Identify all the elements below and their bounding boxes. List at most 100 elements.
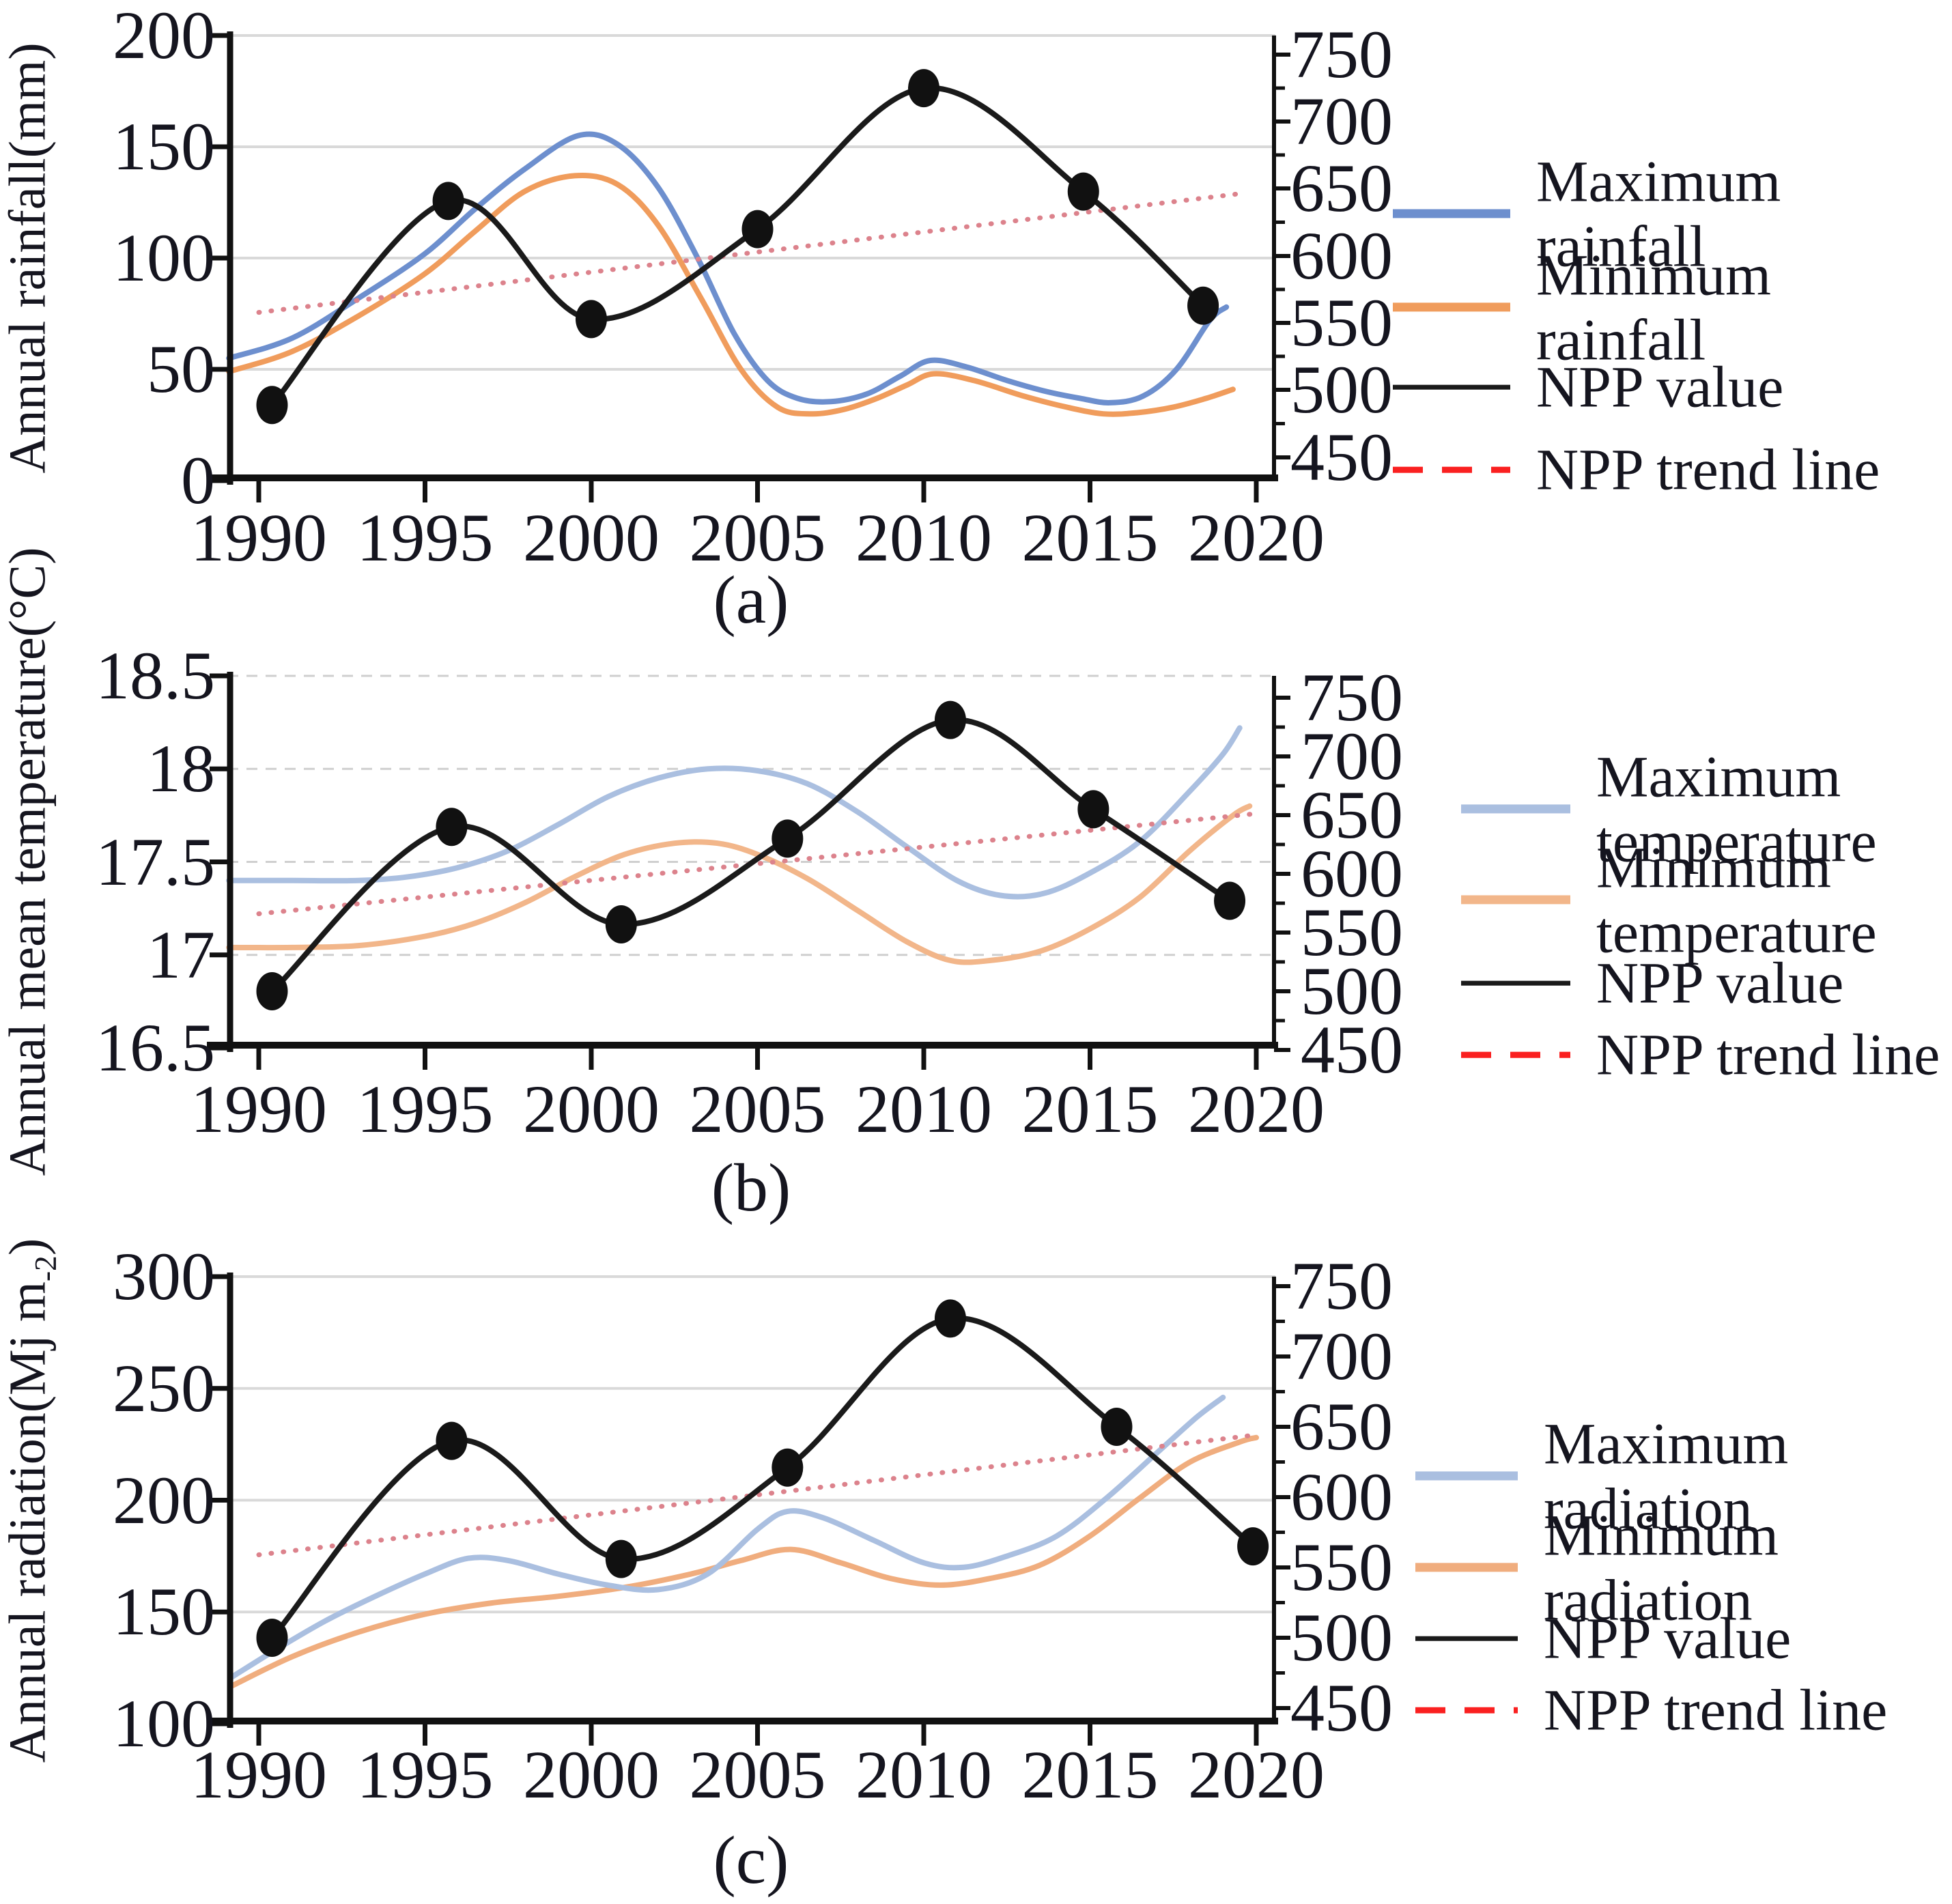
x-axis-tick-label: 1995 — [356, 1737, 494, 1813]
npp-data-point — [1077, 790, 1109, 829]
y-axis-right-tick-label: 450 — [1290, 1670, 1393, 1746]
legend-label: Maximum radiation — [1544, 1410, 1789, 1541]
npp-data-point — [1237, 1527, 1269, 1566]
npp-data-point — [576, 300, 607, 339]
x-axis-tick-label: 1990 — [190, 1071, 327, 1147]
y-axis-right-tick-label: 650 — [1301, 777, 1403, 853]
legend-item-npp-value: NPP value — [1461, 951, 1843, 1016]
y-axis-right-tick-label: 650 — [1290, 150, 1393, 226]
y-axis-right-tick-label: 500 — [1301, 953, 1403, 1029]
x-axis-tick-label: 2005 — [689, 500, 826, 576]
npp-data-point — [432, 182, 464, 221]
line-swatch-icon — [1393, 384, 1510, 390]
npp-data-point — [605, 1539, 637, 1578]
npp-data-point — [772, 1448, 804, 1487]
y-axis-right-tick-label: 450 — [1290, 419, 1393, 495]
x-axis-tick-label: 2000 — [523, 1071, 660, 1147]
dashed-line-swatch-icon — [1461, 1051, 1570, 1058]
y-axis-tick-label: 100 — [113, 1686, 215, 1761]
y-axis-tick-label: 17 — [147, 916, 215, 993]
line-swatch-icon — [1461, 895, 1570, 905]
series-npp-trend-line — [256, 1432, 1256, 1557]
npp-data-point — [908, 69, 939, 108]
plot-area-b — [207, 672, 1290, 1070]
npp-data-point — [1187, 286, 1219, 325]
legend-label: Maximum rainfall — [1536, 148, 1781, 279]
x-axis-tick-label: 1995 — [356, 500, 494, 576]
y-axis-tick-label: 50 — [147, 331, 215, 407]
legend-item-minimum-temperature: Minimum temperature — [1461, 835, 1952, 964]
x-axis-tick-label: 2005 — [689, 1071, 826, 1147]
y-axis-tick-label: 18 — [147, 730, 215, 807]
y-axis-right-tick-label: 550 — [1290, 1529, 1393, 1605]
legend-label: NPP value — [1596, 950, 1844, 1016]
y-axis-right-tick-label: 550 — [1290, 285, 1393, 360]
line-swatch-icon — [1415, 1471, 1518, 1481]
y-axis-right-tick-label: 600 — [1301, 836, 1403, 911]
legend-item-npp-trend-line: NPP trend line — [1393, 438, 1880, 502]
npp-data-point — [436, 1421, 468, 1460]
y-axis-right-tick-label: 750 — [1290, 16, 1393, 92]
legend-item-maximum-rainfall: Maximum rainfall — [1393, 149, 1952, 278]
series-npp-trend-line — [256, 190, 1249, 315]
y-axis-right-tick-label: 500 — [1290, 1600, 1393, 1675]
x-axis-tick-label: 2020 — [1188, 1737, 1325, 1813]
y-axis-tick-label: 200 — [113, 0, 215, 73]
legend-item-npp-value: NPP value — [1415, 1606, 1791, 1671]
y-axis-right-tick-label: 700 — [1301, 718, 1403, 794]
npp-data-point — [256, 972, 288, 1010]
y-axis-right-tick-label: 450 — [1301, 1012, 1403, 1088]
legend-label: Minimum radiation — [1544, 1502, 1779, 1632]
y-axis-tick-label: 200 — [113, 1462, 215, 1538]
series-minimum-rainfall — [226, 173, 1236, 417]
line-swatch-icon — [1415, 1636, 1518, 1641]
x-axis-tick-label: 1995 — [356, 1071, 494, 1147]
x-axis-tick-label: 2010 — [855, 500, 992, 576]
x-axis-tick-label: 2005 — [689, 1737, 826, 1813]
legend-label: NPP value — [1536, 354, 1784, 420]
series-npp-value — [269, 717, 1232, 994]
x-axis-tick-label: 2000 — [523, 1737, 660, 1813]
y-axis-right-tick-label: 700 — [1290, 1318, 1393, 1394]
legend-item-maximum-radiation: Maximum radiation — [1415, 1411, 1952, 1540]
legend-label: Minimum temperature — [1596, 834, 1877, 965]
npp-data-point — [256, 386, 288, 425]
npp-data-point — [934, 700, 966, 739]
plot-area-a — [207, 31, 1290, 502]
dashed-line-swatch-icon — [1393, 466, 1510, 473]
y-axis-right-tick-label: 500 — [1290, 352, 1393, 427]
dashed-line-swatch-icon — [1415, 1707, 1518, 1714]
y-axis-tick-label: 150 — [113, 109, 215, 184]
x-axis-tick-label: 2015 — [1021, 1071, 1159, 1147]
legend-item-npp-trend-line: NPP trend line — [1415, 1678, 1887, 1743]
x-axis-tick-label: 2020 — [1188, 500, 1325, 576]
series-npp-value — [269, 85, 1206, 408]
series-npp-value — [269, 1315, 1256, 1640]
series-minimum-radiation — [229, 1434, 1259, 1689]
plot-area-c — [207, 1273, 1290, 1746]
series-maximum-temperature — [226, 725, 1243, 900]
legend-label: NPP trend line — [1536, 436, 1880, 502]
y-axis-tick-label: 17.5 — [96, 823, 215, 900]
npp-data-point — [256, 1619, 288, 1657]
npp-data-point — [605, 905, 637, 943]
legend-label: NPP trend line — [1544, 1677, 1888, 1743]
y-axis-right-tick-label: 600 — [1290, 1459, 1393, 1535]
panel-caption-a: (a) — [713, 562, 789, 638]
legend-label: NPP trend line — [1596, 1021, 1940, 1088]
legend-label: Maximum temperature — [1596, 743, 1877, 874]
npp-data-point — [934, 1299, 966, 1338]
npp-data-point — [1214, 881, 1246, 920]
x-axis-tick-label: 2020 — [1188, 1071, 1325, 1147]
line-swatch-icon — [1415, 1563, 1518, 1572]
x-axis-tick-label: 2000 — [523, 500, 660, 576]
legend-label: Minimum rainfall — [1536, 242, 1772, 372]
line-swatch-icon — [1393, 302, 1510, 312]
x-axis-tick-label: 1990 — [190, 1737, 327, 1813]
y-axis-right-tick-label: 650 — [1290, 1389, 1393, 1464]
series-maximum-rainfall — [226, 131, 1230, 406]
legend-item-minimum-rainfall: Minimum rainfall — [1393, 242, 1952, 371]
series-maximum-radiation — [229, 1394, 1226, 1680]
y-axis-tick-label: 150 — [113, 1574, 215, 1650]
